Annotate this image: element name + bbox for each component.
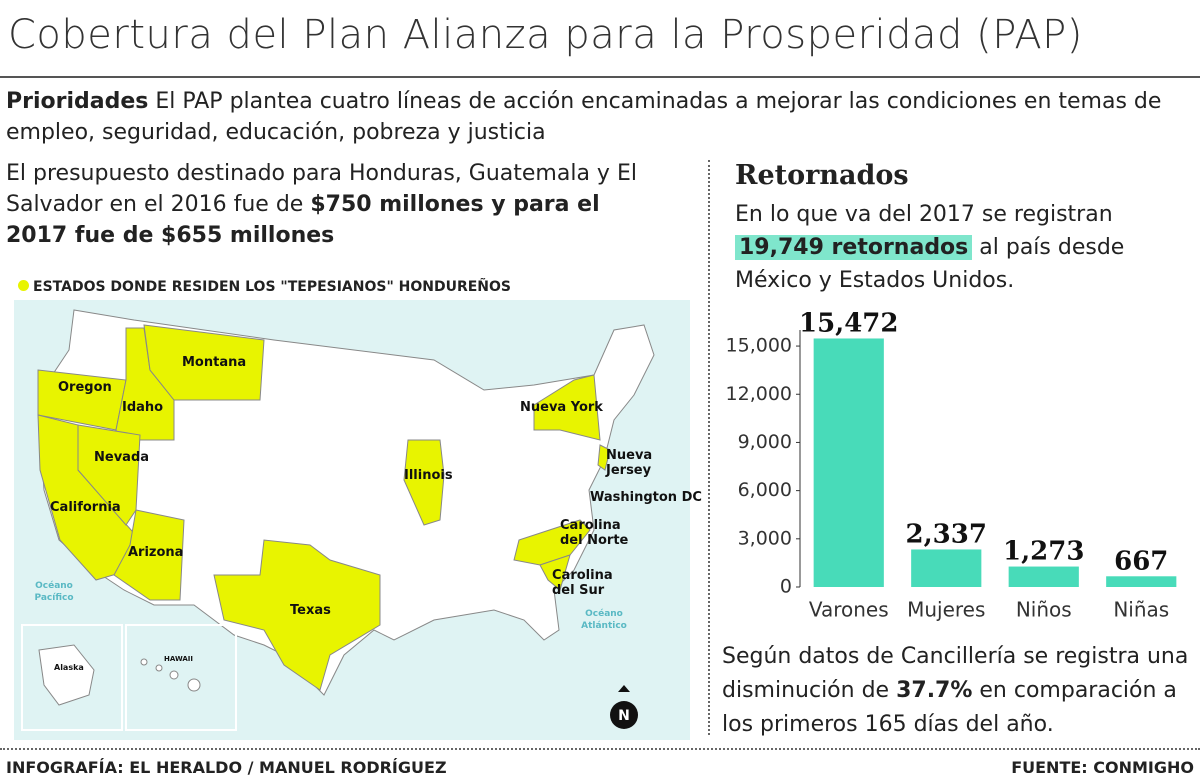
state-label: Carolina del Norte	[560, 518, 629, 548]
source: FUENTE: CONMIGHO	[1011, 758, 1194, 777]
hawaii-inset	[125, 624, 237, 731]
bar	[1106, 576, 1177, 587]
state-label: Carolina del Sur	[552, 568, 613, 598]
budget-bold: $750 millones y para el 2017 fue de $655…	[6, 192, 600, 248]
compass-label: N	[618, 708, 630, 724]
returnees-text-b: al país desde México y Estados Unidos.	[735, 235, 1125, 293]
footer-rule	[0, 748, 1200, 750]
credit: INFOGRAFÍA: EL HERALDO / MANUEL RODRÍGUE…	[6, 758, 447, 777]
bar	[911, 549, 982, 587]
note-b: en comparación a los primeros 165 días d…	[722, 678, 1177, 737]
state-label: Montana	[182, 355, 247, 370]
note: Según datos de Cancillería se registra u…	[722, 640, 1197, 742]
budget-text: El presupuesto destinado para Honduras, …	[6, 161, 637, 217]
alaska-inset	[21, 624, 123, 731]
y-tick-label: 6,000	[738, 479, 792, 501]
legend-dot	[18, 280, 29, 291]
state-label: Nueva York	[520, 400, 603, 415]
x-tick-label: Varones	[809, 598, 889, 622]
alaska	[38, 644, 95, 706]
returnees-count: 19,749 retornados	[735, 235, 973, 260]
value-label: 1,273	[1003, 537, 1084, 567]
hawaii	[140, 658, 201, 692]
state-label: Idaho	[122, 400, 164, 415]
intro: Prioridades El PAP plantea cuatro líneas…	[6, 86, 1186, 148]
y-tick-label: 0	[780, 576, 792, 598]
bar	[813, 338, 884, 587]
ocean-label: Océano Atlántico	[581, 609, 627, 631]
bar	[1008, 566, 1079, 587]
highlighted-states	[37, 324, 611, 691]
rule	[0, 76, 1200, 78]
ocean-label: Océano Pacífico	[34, 581, 74, 603]
y-tick-label: 3,000	[738, 527, 792, 549]
intro-label: Prioridades	[6, 89, 149, 114]
budget: El presupuesto destinado para Honduras, …	[6, 158, 646, 251]
state-label: Oregon	[58, 380, 112, 395]
value-label: 2,337	[906, 519, 987, 549]
x-tick-label: Niñas	[1113, 598, 1169, 622]
value-label: 15,472	[799, 308, 899, 338]
state-label: Texas	[290, 603, 331, 618]
x-tick-label: Niños	[1016, 598, 1072, 622]
us-outline	[38, 309, 655, 696]
inset-label: HAWAII	[164, 655, 193, 663]
title: Cobertura del Plan Alianza para la Prosp…	[8, 12, 1083, 58]
state-label: Washington DC	[590, 490, 702, 505]
returnees-heading: Retornados	[735, 160, 909, 191]
map: N Oregon Idaho Montana Nevada California Ariz…	[14, 300, 702, 740]
compass-arrow	[618, 685, 630, 692]
state-label: Illinois	[404, 468, 453, 483]
value-label: 667	[1114, 546, 1168, 576]
legend-text: ESTADOS DONDE RESIDEN LOS "TEPESIANOS" H…	[33, 279, 512, 295]
note-a: Según datos de Cancillería se registra u…	[722, 644, 1189, 703]
divider	[708, 160, 710, 735]
y-tick-label: 12,000	[726, 383, 792, 405]
state-label: Nueva Jersey	[606, 448, 653, 478]
state-label: Arizona	[128, 545, 184, 560]
inset-label: Alaska	[54, 663, 84, 672]
state-label: Nevada	[94, 450, 150, 465]
compass	[610, 701, 638, 729]
returnees-text-a: En lo que va del 2017 se registran	[735, 202, 1113, 227]
returnees-text: En lo que va del 2017 se registran 19,74…	[735, 198, 1195, 297]
note-bold: 37.7%	[896, 678, 973, 703]
map-svg: N	[21, 309, 655, 731]
state-label: California	[50, 500, 121, 515]
y-tick-label: 9,000	[738, 431, 792, 453]
y-tick-label: 15,000	[726, 335, 792, 357]
map-legend: ESTADOS DONDE RESIDEN LOS "TEPESIANOS" H…	[18, 279, 511, 295]
x-tick-label: Mujeres	[907, 598, 985, 622]
intro-text: El PAP plantea cuatro líneas de acción e…	[6, 89, 1162, 145]
